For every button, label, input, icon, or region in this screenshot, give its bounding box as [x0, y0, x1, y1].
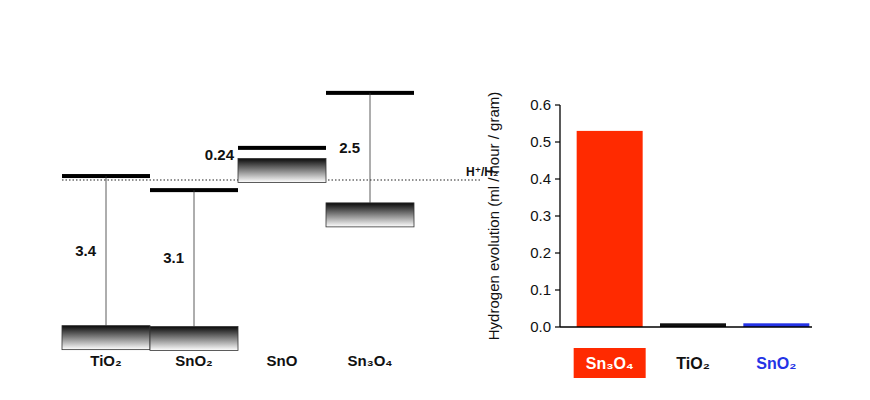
- gap-label: 3.4: [75, 242, 97, 259]
- conduction-band: [238, 146, 326, 150]
- gap-label: 3.1: [163, 249, 184, 266]
- y-axis-label: Hydrogen evolution (ml / hour / gram): [485, 92, 502, 340]
- category-highlight: [574, 348, 646, 378]
- x-axis: [560, 326, 812, 327]
- gap-line: [106, 176, 107, 326]
- y-tick-label: 0.6: [530, 96, 551, 113]
- y-tick-label: 0.3: [530, 207, 551, 224]
- y-tick: [555, 326, 560, 327]
- gap-label: 0.24: [205, 146, 235, 163]
- valence-band: [150, 327, 238, 351]
- y-tick: [555, 178, 560, 179]
- y-tick: [555, 104, 560, 105]
- bar: [577, 131, 643, 327]
- y-tick-label: 0.0: [530, 318, 551, 335]
- valence-band: [326, 203, 414, 227]
- y-tick-label: 0.4: [530, 170, 551, 187]
- y-tick-label: 0.5: [530, 133, 551, 150]
- x-tick-label: SnO₂: [756, 355, 796, 372]
- x-tick-label: Sn₃O₄: [586, 355, 634, 372]
- figure: H⁺/H₂3.4TiO₂3.1SnO₂0.24SnO2.5Sn₃O₄0.00.1…: [0, 0, 870, 400]
- material-label: TiO₂: [90, 352, 121, 369]
- y-tick: [555, 141, 560, 142]
- y-tick: [555, 215, 560, 216]
- y-tick: [555, 252, 560, 253]
- material-label: SnO: [267, 352, 298, 369]
- y-tick-label: 0.2: [530, 244, 551, 261]
- valence-band: [238, 158, 326, 182]
- material-label: SnO₂: [175, 352, 213, 369]
- y-tick: [555, 289, 560, 290]
- x-tick-label: TiO₂: [676, 355, 709, 372]
- valence-band: [62, 326, 150, 350]
- gap-line: [194, 190, 195, 326]
- bars: [577, 131, 810, 327]
- gap-line: [370, 93, 371, 203]
- gap-label: 2.5: [339, 139, 360, 156]
- material-label: Sn₃O₄: [348, 352, 393, 369]
- y-tick-label: 0.1: [530, 281, 551, 298]
